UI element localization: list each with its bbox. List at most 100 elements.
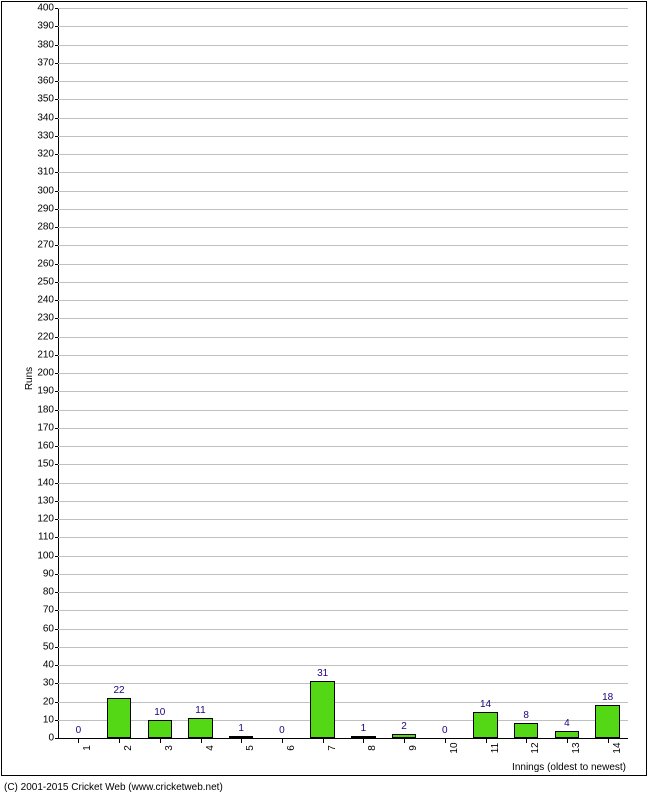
y-tick-mark <box>55 629 58 630</box>
bar <box>392 734 416 738</box>
gridline <box>58 227 628 228</box>
y-tick-mark <box>55 483 58 484</box>
gridline <box>58 26 628 27</box>
y-tick-mark <box>55 574 58 575</box>
x-tick-label: 1 <box>82 745 93 751</box>
gridline <box>58 264 628 265</box>
y-tick-label: 180 <box>37 404 54 415</box>
x-tick-label: 9 <box>408 745 419 751</box>
x-tick-mark <box>445 738 446 743</box>
y-tick-label: 340 <box>37 112 54 123</box>
y-tick-label: 120 <box>37 514 54 525</box>
y-tick-mark <box>55 191 58 192</box>
y-tick-mark <box>55 702 58 703</box>
copyright-text: (C) 2001-2015 Cricket Web (www.cricketwe… <box>4 782 223 793</box>
y-tick-mark <box>55 154 58 155</box>
gridline <box>58 410 628 411</box>
gridline <box>58 610 628 611</box>
y-tick-label: 270 <box>37 240 54 251</box>
y-tick-label: 370 <box>37 57 54 68</box>
y-tick-mark <box>55 81 58 82</box>
x-tick-mark <box>201 738 202 743</box>
gridline <box>58 519 628 520</box>
y-tick-label: 20 <box>43 696 54 707</box>
bar <box>555 731 579 738</box>
x-tick-label: 6 <box>286 745 297 751</box>
gridline <box>58 81 628 82</box>
y-tick-mark <box>55 337 58 338</box>
x-tick-label: 2 <box>123 745 134 751</box>
y-tick-label: 230 <box>37 313 54 324</box>
y-tick-label: 360 <box>37 76 54 87</box>
gridline <box>58 647 628 648</box>
y-tick-label: 30 <box>43 678 54 689</box>
y-tick-label: 140 <box>37 477 54 488</box>
y-tick-mark <box>55 282 58 283</box>
bar-value-label: 14 <box>480 699 491 710</box>
gridline <box>58 592 628 593</box>
bar-value-label: 0 <box>76 725 82 736</box>
x-tick-mark <box>526 738 527 743</box>
y-tick-label: 70 <box>43 605 54 616</box>
y-tick-label: 160 <box>37 441 54 452</box>
x-tick-label: 5 <box>245 745 256 751</box>
y-tick-mark <box>55 118 58 119</box>
gridline <box>58 720 628 721</box>
y-tick-mark <box>55 683 58 684</box>
gridline <box>58 191 628 192</box>
bar <box>473 712 497 738</box>
x-tick-mark <box>160 738 161 743</box>
x-tick-mark <box>323 738 324 743</box>
gridline <box>58 300 628 301</box>
y-tick-mark <box>55 446 58 447</box>
y-tick-mark <box>55 245 58 246</box>
y-tick-mark <box>55 410 58 411</box>
y-tick-mark <box>55 300 58 301</box>
gridline <box>58 318 628 319</box>
gridline <box>58 282 628 283</box>
gridline <box>58 355 628 356</box>
y-tick-label: 380 <box>37 39 54 50</box>
bar-value-label: 4 <box>564 718 570 729</box>
x-tick-mark <box>119 738 120 743</box>
y-tick-label: 80 <box>43 587 54 598</box>
y-tick-label: 10 <box>43 714 54 725</box>
bar-value-label: 11 <box>195 705 205 716</box>
bar-value-label: 22 <box>114 685 125 696</box>
y-tick-label: 300 <box>37 185 54 196</box>
y-tick-mark <box>55 556 58 557</box>
gridline <box>58 501 628 502</box>
plot-area <box>58 8 628 738</box>
x-axis-line <box>58 738 628 739</box>
gridline <box>58 118 628 119</box>
y-tick-mark <box>55 63 58 64</box>
y-tick-label: 290 <box>37 203 54 214</box>
y-tick-mark <box>55 373 58 374</box>
x-axis-title: Innings (oldest to newest) <box>512 762 626 773</box>
y-tick-mark <box>55 26 58 27</box>
y-tick-label: 150 <box>37 459 54 470</box>
x-tick-label: 12 <box>530 742 541 753</box>
y-tick-label: 310 <box>37 167 54 178</box>
y-tick-mark <box>55 464 58 465</box>
x-tick-label: 13 <box>571 742 582 753</box>
bar-value-label: 1 <box>238 723 244 734</box>
gridline <box>58 337 628 338</box>
y-tick-label: 0 <box>48 733 54 744</box>
y-tick-label: 40 <box>43 660 54 671</box>
y-tick-label: 100 <box>37 550 54 561</box>
y-tick-label: 320 <box>37 149 54 160</box>
y-tick-mark <box>55 391 58 392</box>
gridline <box>58 391 628 392</box>
bar-value-label: 1 <box>361 723 367 734</box>
bar <box>310 681 334 738</box>
x-tick-mark <box>486 738 487 743</box>
y-tick-label: 190 <box>37 386 54 397</box>
y-tick-label: 350 <box>37 94 54 105</box>
x-tick-mark <box>241 738 242 743</box>
y-tick-mark <box>55 428 58 429</box>
x-tick-label: 3 <box>164 745 175 751</box>
gridline <box>58 373 628 374</box>
y-tick-mark <box>55 318 58 319</box>
x-tick-label: 4 <box>205 745 216 751</box>
